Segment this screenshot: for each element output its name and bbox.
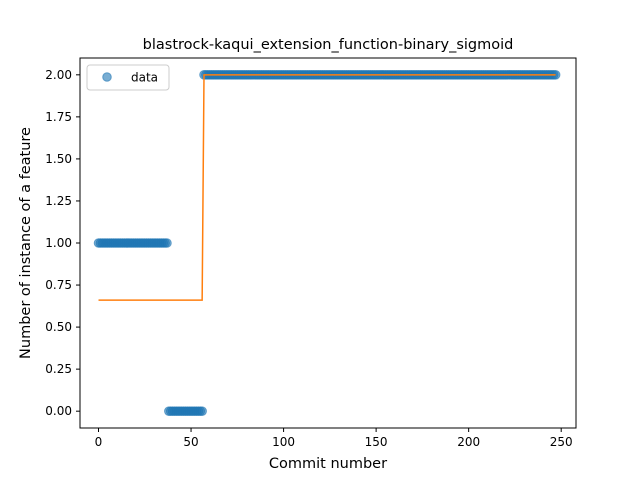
y-tick-label: 0.25 <box>45 362 72 376</box>
x-tick-label: 100 <box>272 435 295 449</box>
y-tick-label: 0.75 <box>45 278 72 292</box>
data-point <box>162 238 172 248</box>
x-tick-label: 250 <box>550 435 573 449</box>
x-tick-label: 50 <box>183 435 198 449</box>
plot-area <box>93 70 561 416</box>
x-tick-label: 200 <box>457 435 480 449</box>
y-axis-label: Number of instance of a feature <box>18 127 34 359</box>
y-tick-label: 1.00 <box>45 236 72 250</box>
y-tick-label: 0.00 <box>45 404 72 418</box>
y-tick-label: 2.00 <box>45 68 72 82</box>
y-axis: 0.00 0.25 0.50 0.75 1.00 1.25 1.50 1.75 2.00 <box>45 68 80 418</box>
fit-line <box>98 74 556 301</box>
y-tick-label: 1.50 <box>45 152 72 166</box>
legend-label-data: data <box>131 71 158 85</box>
legend: data <box>86 64 170 91</box>
legend-marker-data <box>102 72 112 82</box>
y-tick-label: 0.50 <box>45 320 72 334</box>
y-tick-label: 1.25 <box>45 194 72 208</box>
data-point <box>197 406 207 416</box>
legend-box <box>86 64 170 91</box>
x-tick-label: 150 <box>365 435 388 449</box>
y-tick-label: 1.75 <box>45 110 72 124</box>
data-points <box>93 70 561 416</box>
chart-title: blastrock-kaqui_extension_function-binar… <box>143 37 514 53</box>
x-axis: 0 50 100 150 200 250 <box>95 428 573 449</box>
x-tick-label: 0 <box>95 435 103 449</box>
x-axis-label: Commit number <box>269 456 387 472</box>
